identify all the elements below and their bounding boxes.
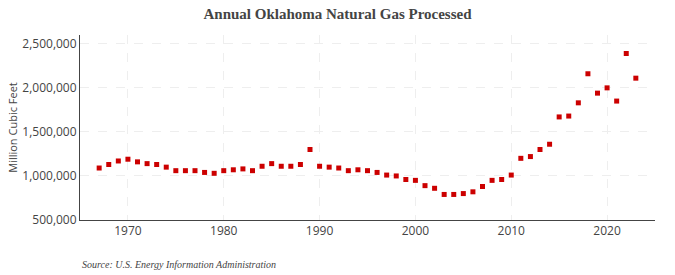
svg-text:2,000,000: 2,000,000 — [22, 79, 76, 96]
svg-text:Source: U.S. Energy Informatio: Source: U.S. Energy Information Administ… — [82, 259, 276, 270]
svg-text:2020: 2020 — [593, 222, 621, 239]
svg-text:1970: 1970 — [114, 222, 142, 239]
svg-text:1990: 1990 — [306, 222, 334, 239]
svg-text:Million Cubic Feet: Million Cubic Feet — [5, 82, 20, 173]
svg-text:1980: 1980 — [210, 222, 238, 239]
svg-text:2000: 2000 — [402, 222, 430, 239]
svg-text:500,000: 500,000 — [32, 211, 76, 228]
svg-text:1,500,000: 1,500,000 — [22, 123, 76, 140]
svg-text:Annual Oklahoma Natural Gas Pr: Annual Oklahoma Natural Gas Processed — [203, 6, 472, 22]
svg-text:2010: 2010 — [498, 222, 526, 239]
svg-text:2,500,000: 2,500,000 — [22, 35, 76, 52]
svg-text:1,000,000: 1,000,000 — [22, 167, 76, 184]
